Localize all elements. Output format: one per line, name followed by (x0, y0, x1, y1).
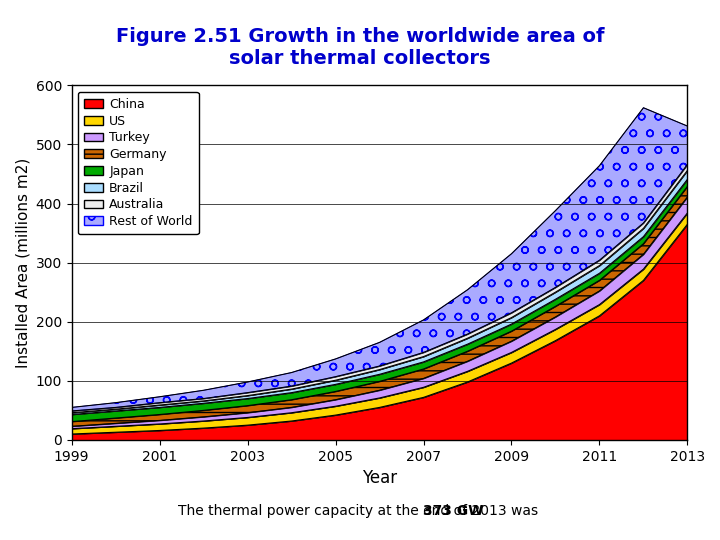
Text: 373 GW: 373 GW (423, 504, 484, 518)
Y-axis label: Installed Area (millions m2): Installed Area (millions m2) (15, 158, 30, 368)
Text: Figure 2.51 Growth in the worldwide area of
solar thermal collectors: Figure 2.51 Growth in the worldwide area… (116, 27, 604, 68)
Text: The thermal power capacity at the end of 2013 was: The thermal power capacity at the end of… (178, 504, 542, 518)
Legend: China, US, Turkey, Germany, Japan, Brazil, Australia, Rest of World: China, US, Turkey, Germany, Japan, Brazi… (78, 92, 199, 234)
X-axis label: Year: Year (362, 469, 397, 487)
